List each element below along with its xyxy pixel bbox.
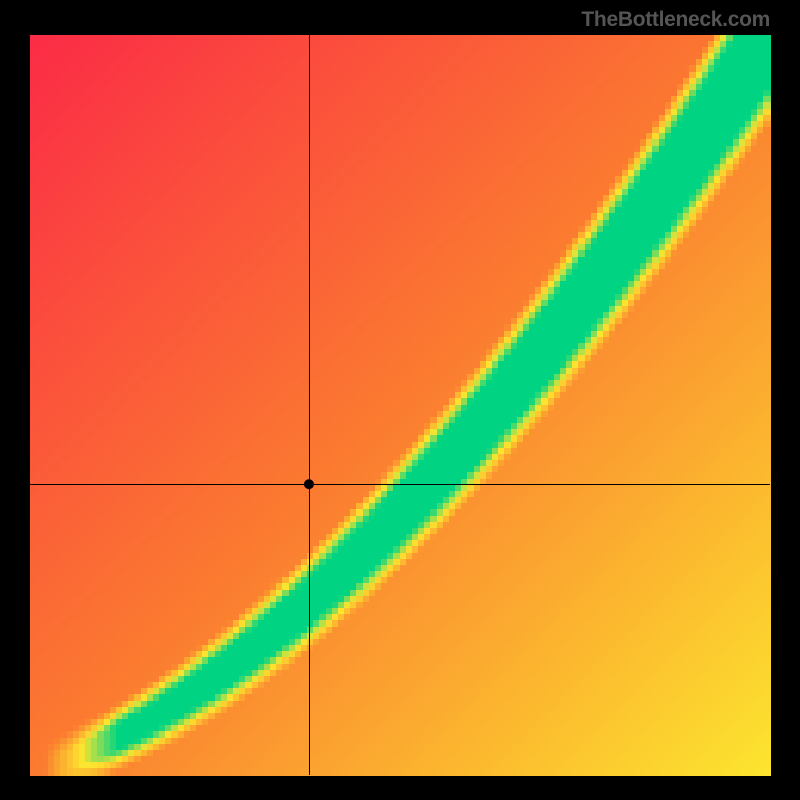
heatmap-chart [0, 0, 800, 800]
watermark-text: TheBottleneck.com [581, 8, 770, 32]
